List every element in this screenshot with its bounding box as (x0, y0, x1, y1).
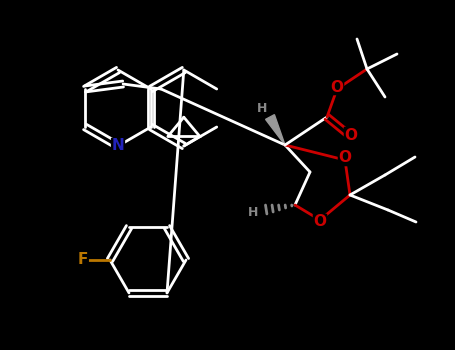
Text: F: F (78, 252, 88, 267)
Text: N: N (111, 139, 124, 154)
Text: O: O (339, 150, 352, 166)
Text: O: O (330, 79, 344, 94)
Text: H: H (248, 205, 258, 218)
Text: O: O (313, 215, 327, 230)
Text: O: O (344, 127, 358, 142)
Polygon shape (266, 115, 285, 145)
Text: H: H (257, 103, 267, 116)
